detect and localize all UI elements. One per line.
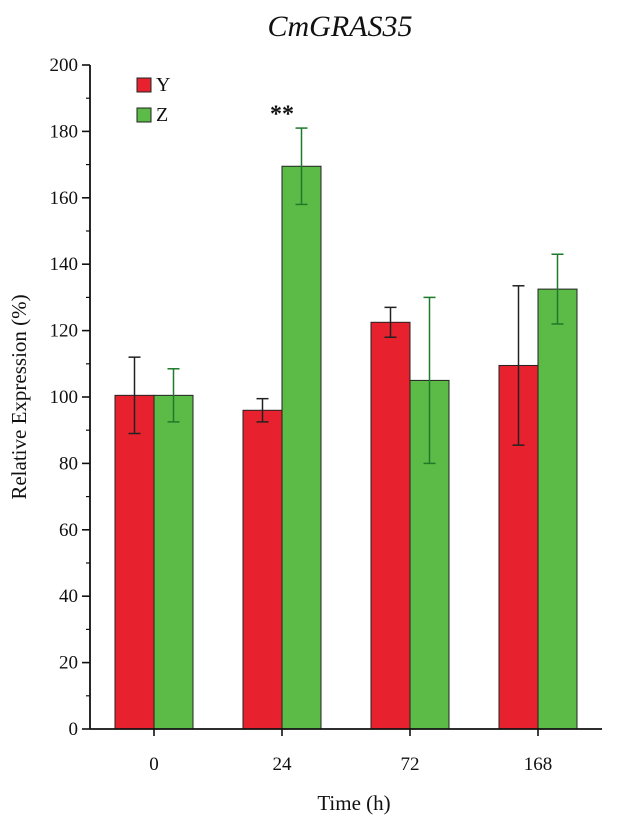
bar-y-72 [370, 321, 411, 730]
y-tick-label-100: 100 [50, 387, 79, 408]
x-tick-label-0: 0 [149, 754, 159, 775]
bar-z-0 [153, 394, 194, 730]
y-tick-label-200: 200 [50, 55, 79, 76]
y-tick-label-180: 180 [50, 121, 79, 142]
y-tick-label-80: 80 [59, 453, 78, 474]
significance-annotation-24: ** [270, 101, 294, 127]
plot-area: 0 20 40 60 80 100 120 140 160 180 200 0 24 72 168 YZ ** [50, 55, 602, 775]
y-tick-label-20: 20 [59, 653, 78, 674]
bar-y-0 [114, 394, 155, 730]
y-tick-label-0: 0 [69, 719, 79, 740]
legend-swatch-z [136, 107, 152, 123]
y-tick-label-160: 160 [50, 188, 79, 209]
x-axis-label: Time (h) [317, 791, 390, 815]
legend-label-z: Z [156, 104, 168, 126]
y-tick-label-40: 40 [59, 586, 78, 607]
y-axis-label: Relative Expression (%) [7, 294, 31, 499]
chart-title: CmGRAS35 [268, 10, 413, 43]
y-tick-label-120: 120 [50, 321, 79, 342]
bar-y-24 [242, 409, 283, 730]
legend-label-y: Y [156, 74, 170, 96]
x-tick-label-72: 72 [401, 754, 420, 775]
bar-z-24 [281, 165, 322, 730]
x-tick-label-24: 24 [273, 754, 293, 775]
x-tick-label-168: 168 [524, 754, 553, 775]
y-tick-label-140: 140 [50, 254, 79, 275]
y-tick-label-60: 60 [59, 520, 78, 541]
legend-swatch-y [136, 77, 152, 93]
bar-z-168 [537, 288, 578, 730]
